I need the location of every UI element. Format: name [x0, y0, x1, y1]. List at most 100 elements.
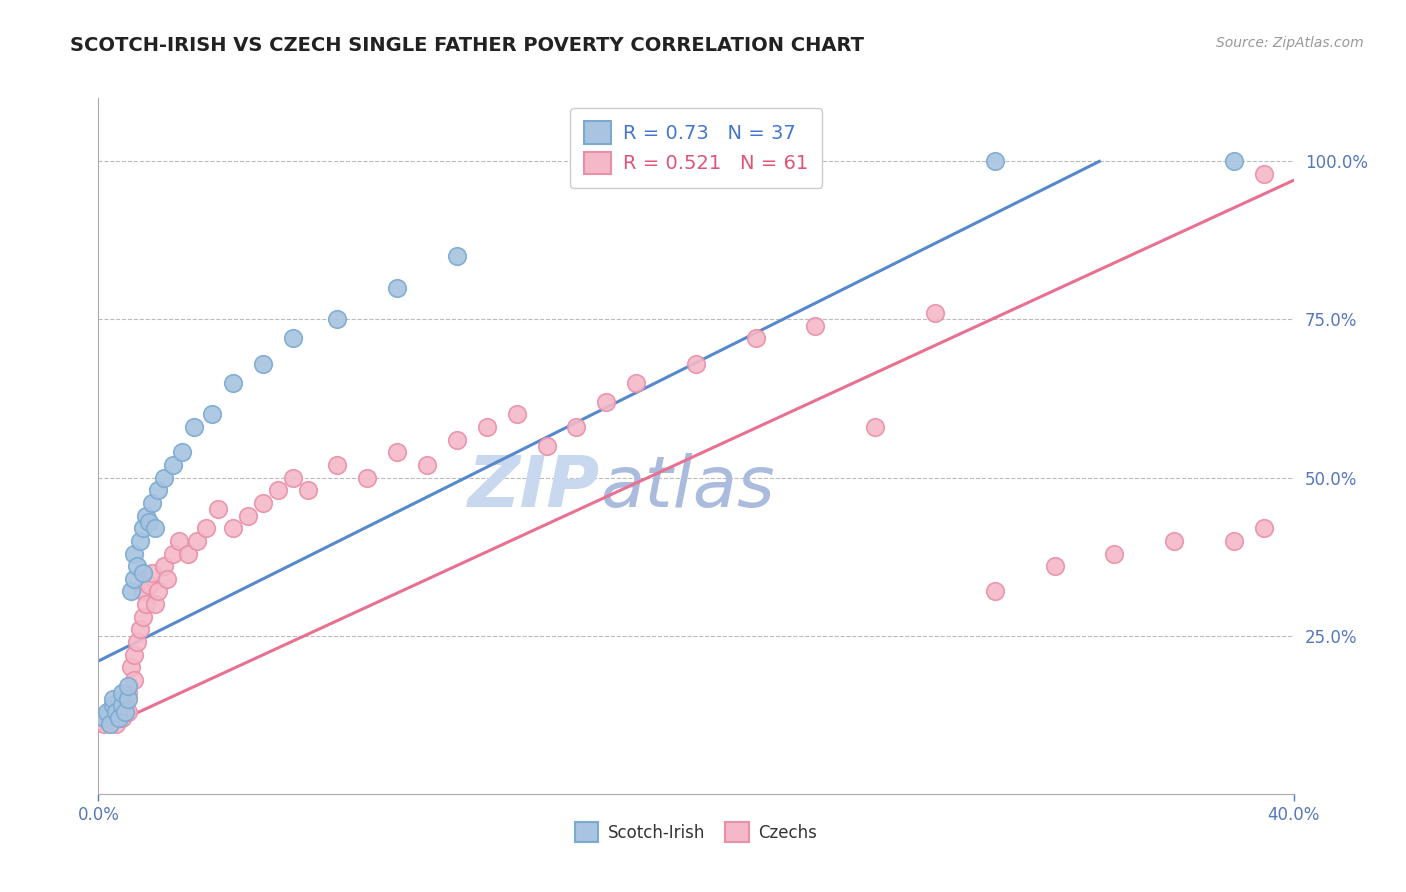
Point	[117, 679, 139, 693]
Point	[135, 597, 157, 611]
Point	[127, 559, 149, 574]
Point	[804, 318, 827, 333]
Point	[103, 711, 125, 725]
Point	[132, 521, 155, 535]
Point	[120, 584, 142, 599]
Point	[103, 698, 125, 713]
Point	[153, 470, 176, 484]
Point	[222, 376, 245, 390]
Point	[186, 533, 208, 548]
Point	[506, 408, 529, 422]
Point	[356, 470, 378, 484]
Point	[326, 458, 349, 472]
Point	[326, 312, 349, 326]
Point	[1163, 533, 1185, 548]
Point	[172, 445, 194, 459]
Point	[108, 705, 131, 719]
Point	[108, 711, 131, 725]
Point	[105, 717, 128, 731]
Point	[1043, 559, 1066, 574]
Point	[132, 584, 155, 599]
Point	[1104, 547, 1126, 561]
Point	[138, 515, 160, 529]
Point	[297, 483, 319, 498]
Point	[177, 547, 200, 561]
Point	[745, 331, 768, 345]
Point	[1223, 154, 1246, 169]
Point	[1223, 533, 1246, 548]
Point	[183, 420, 205, 434]
Point	[111, 711, 134, 725]
Point	[222, 521, 245, 535]
Point	[475, 420, 498, 434]
Point	[135, 508, 157, 523]
Point	[595, 394, 617, 409]
Point	[114, 698, 136, 713]
Point	[141, 566, 163, 580]
Point	[416, 458, 439, 472]
Point	[153, 559, 176, 574]
Point	[103, 698, 125, 713]
Point	[120, 660, 142, 674]
Point	[167, 533, 190, 548]
Point	[536, 439, 558, 453]
Point	[156, 572, 179, 586]
Point	[626, 376, 648, 390]
Text: SCOTCH-IRISH VS CZECH SINGLE FATHER POVERTY CORRELATION CHART: SCOTCH-IRISH VS CZECH SINGLE FATHER POVE…	[70, 36, 865, 54]
Point	[127, 635, 149, 649]
Point	[207, 502, 229, 516]
Point	[685, 357, 707, 371]
Point	[162, 547, 184, 561]
Point	[141, 496, 163, 510]
Point	[267, 483, 290, 498]
Point	[201, 408, 224, 422]
Point	[143, 597, 166, 611]
Point	[96, 711, 118, 725]
Point	[129, 623, 152, 637]
Point	[984, 154, 1007, 169]
Point	[103, 692, 125, 706]
Point	[111, 686, 134, 700]
Point	[129, 533, 152, 548]
Point	[124, 648, 146, 662]
Point	[385, 281, 409, 295]
Point	[1253, 521, 1275, 535]
Point	[117, 705, 139, 719]
Point	[565, 420, 588, 434]
Point	[111, 698, 134, 713]
Point	[132, 566, 155, 580]
Point	[96, 705, 118, 719]
Point	[984, 584, 1007, 599]
Point	[111, 692, 134, 706]
Text: ZIP: ZIP	[468, 453, 600, 522]
Point	[138, 578, 160, 592]
Point	[1253, 167, 1275, 181]
Point	[124, 673, 146, 687]
Text: atlas: atlas	[600, 453, 775, 522]
Legend: Scotch-Irish, Czechs: Scotch-Irish, Czechs	[565, 813, 827, 852]
Point	[124, 572, 146, 586]
Point	[93, 711, 115, 725]
Point	[162, 458, 184, 472]
Point	[98, 717, 122, 731]
Point	[252, 357, 274, 371]
Point	[924, 306, 946, 320]
Point	[117, 686, 139, 700]
Point	[446, 433, 468, 447]
Point	[114, 705, 136, 719]
Point	[446, 249, 468, 263]
Point	[195, 521, 218, 535]
Text: Source: ZipAtlas.com: Source: ZipAtlas.com	[1216, 36, 1364, 50]
Point	[281, 470, 304, 484]
Point	[93, 717, 115, 731]
Point	[105, 705, 128, 719]
Point	[281, 331, 304, 345]
Point	[148, 483, 170, 498]
Point	[148, 584, 170, 599]
Point	[385, 445, 409, 459]
Point	[124, 547, 146, 561]
Point	[143, 521, 166, 535]
Point	[98, 705, 122, 719]
Point	[252, 496, 274, 510]
Point	[236, 508, 259, 523]
